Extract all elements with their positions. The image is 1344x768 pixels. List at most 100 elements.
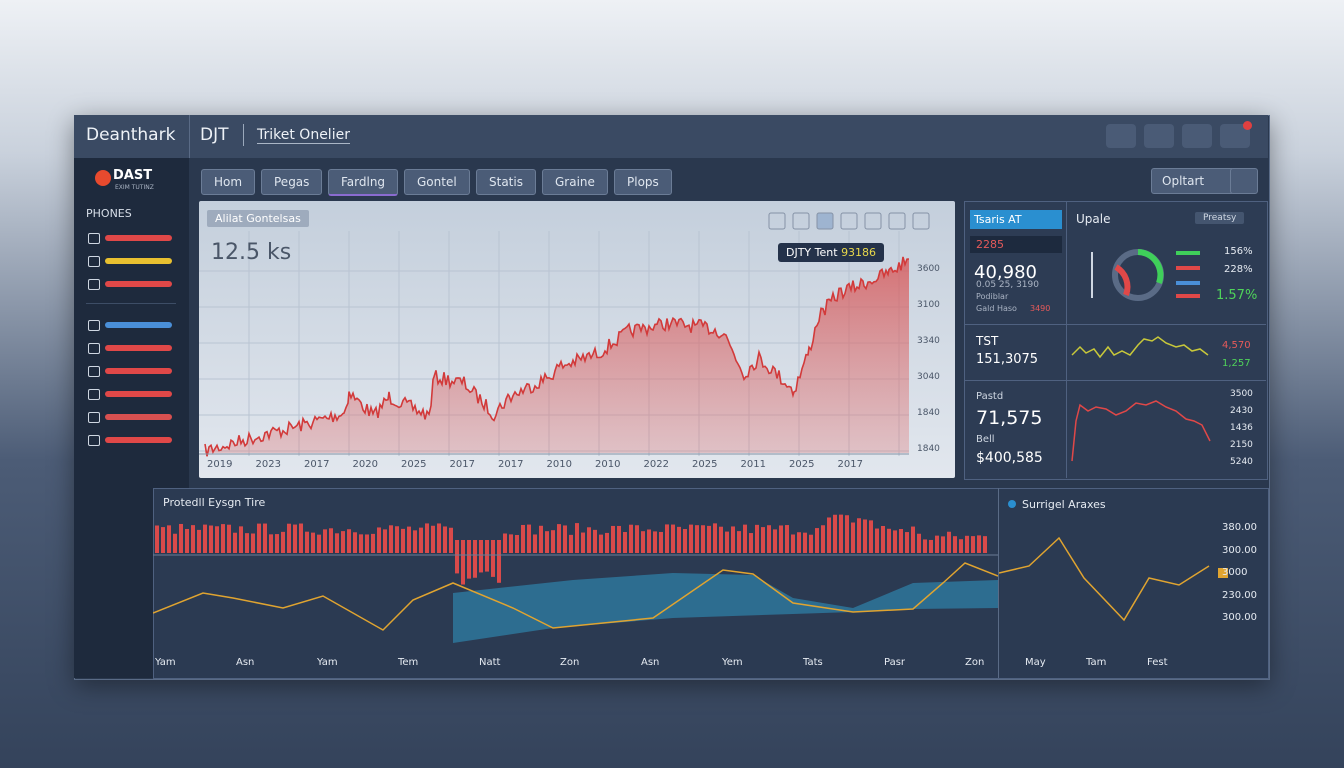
- pastd-sparkline: [1071, 400, 1211, 462]
- bar: [545, 531, 549, 553]
- menu-icon[interactable]: [88, 256, 100, 267]
- x-tick-label: Yem: [722, 657, 743, 668]
- menu-item[interactable]: [105, 437, 172, 443]
- tooltip: DJTY Tent 93186: [778, 243, 885, 262]
- icon-button[interactable]: [1106, 124, 1136, 148]
- icon-button[interactable]: [1144, 124, 1174, 148]
- bar: [479, 540, 483, 573]
- header: [74, 115, 1268, 158]
- y-tick-label: 300.00: [1222, 544, 1257, 556]
- panel-title: TST: [976, 334, 999, 348]
- bar: [311, 532, 315, 553]
- logo: DAST: [113, 168, 153, 183]
- x-tick-label: 2020: [352, 459, 378, 470]
- bar: [155, 525, 159, 553]
- tab[interactable]: Statis: [476, 169, 536, 195]
- menu-icon[interactable]: [88, 279, 100, 290]
- bar: [851, 522, 855, 553]
- legend-bar: [1176, 294, 1200, 298]
- menu-icon[interactable]: [88, 320, 100, 331]
- area: [453, 573, 998, 643]
- menu-item[interactable]: [105, 414, 172, 420]
- toolbar-button[interactable]: [912, 212, 930, 230]
- x-tick-label: Zon: [965, 657, 985, 668]
- bar: [743, 524, 747, 553]
- icon-button[interactable]: [1230, 168, 1258, 194]
- x-tick-label: Tem: [398, 657, 419, 668]
- y-tick-label: 3000: [1222, 567, 1248, 578]
- toolbar-button[interactable]: [864, 212, 882, 230]
- bar: [215, 526, 219, 553]
- bar: [521, 524, 525, 553]
- menu-item[interactable]: [105, 258, 172, 264]
- divider: [1066, 201, 1067, 478]
- menu-item[interactable]: [105, 391, 172, 397]
- tab[interactable]: Pegas: [261, 169, 323, 195]
- menu-item[interactable]: [105, 368, 172, 374]
- pastd-label: Bell: [976, 434, 995, 445]
- update-value: 1.57%: [1216, 288, 1258, 303]
- bar: [947, 531, 951, 553]
- bar: [485, 540, 489, 572]
- tooltip-value: 93186: [841, 246, 877, 259]
- bar: [935, 535, 939, 553]
- bar: [341, 531, 345, 553]
- tab[interactable]: Hom: [201, 169, 256, 195]
- bar: [323, 529, 327, 553]
- menu-icon[interactable]: [88, 435, 100, 446]
- menu-item[interactable]: [105, 281, 172, 287]
- bar: [821, 525, 825, 553]
- menu-item[interactable]: [105, 322, 172, 328]
- bar: [671, 524, 675, 553]
- bar: [563, 525, 567, 553]
- bar: [287, 523, 291, 553]
- bar: [179, 523, 183, 553]
- toolbar-button[interactable]: [816, 212, 834, 230]
- menu-icon[interactable]: [88, 412, 100, 423]
- x-tick-label: 2017: [449, 459, 475, 470]
- tab[interactable]: Gontel: [404, 169, 470, 195]
- menu-icon[interactable]: [88, 366, 100, 377]
- toolbar-button[interactable]: [768, 212, 786, 230]
- bar: [161, 527, 165, 553]
- bar: [917, 533, 921, 553]
- bar: [929, 539, 933, 553]
- menu-icon[interactable]: [88, 233, 100, 244]
- bar: [725, 531, 729, 553]
- bar: [491, 540, 495, 577]
- y-tick-label: 300.00: [1222, 612, 1257, 623]
- select[interactable]: 2285: [970, 236, 1062, 253]
- bar: [377, 527, 381, 553]
- tab[interactable]: Graine: [542, 169, 608, 195]
- y-tick-label: 2430: [1230, 406, 1253, 416]
- x-tick-label: 2010: [546, 459, 572, 470]
- bar: [779, 525, 783, 553]
- bar: [815, 528, 819, 553]
- menu-icon[interactable]: [88, 343, 100, 354]
- menu-icon[interactable]: [88, 389, 100, 400]
- y-tick-label: 1840: [917, 408, 940, 418]
- menu-item[interactable]: [105, 345, 172, 351]
- sparkline: [1071, 336, 1209, 359]
- action-button[interactable]: Opltart: [1151, 168, 1236, 194]
- bar: [983, 536, 987, 553]
- bar: [605, 532, 609, 553]
- bar: [203, 524, 207, 553]
- bar: [881, 525, 885, 553]
- panel-button[interactable]: Preatsy: [1195, 212, 1245, 224]
- account-note: 3490: [1030, 304, 1051, 313]
- tab[interactable]: Fardlng: [328, 169, 399, 196]
- toolbar-button[interactable]: [792, 212, 810, 230]
- y-tick-label: 230.00: [1222, 589, 1257, 601]
- bar: [581, 532, 585, 553]
- toolbar-button[interactable]: [840, 212, 858, 230]
- account-value: 40,980: [974, 262, 1037, 283]
- icon-button[interactable]: [1182, 124, 1212, 148]
- update-graphic: [1091, 249, 1200, 301]
- menu-item[interactable]: [105, 235, 172, 241]
- x-tick-label: 2022: [643, 459, 669, 470]
- tab[interactable]: Plops: [614, 169, 672, 195]
- bar: [509, 534, 513, 553]
- bar: [953, 536, 957, 553]
- toolbar-button[interactable]: [888, 212, 906, 230]
